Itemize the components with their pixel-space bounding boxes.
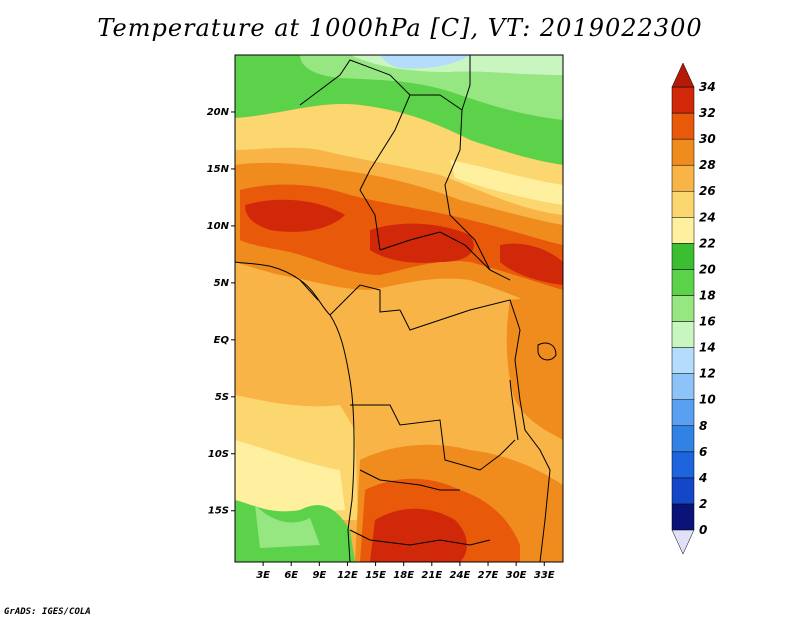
south-core — [370, 508, 467, 562]
hot-core-east — [500, 243, 563, 285]
y-tick-label: 15N — [207, 164, 230, 175]
colorbar-segment — [671, 243, 695, 270]
y-tick-label: 5N — [214, 278, 230, 289]
colorbar-segment — [671, 269, 695, 296]
colorbar-segment — [671, 217, 695, 244]
y-tick-label: EQ — [214, 335, 230, 346]
x-tick-label: 9E — [312, 570, 326, 581]
cameroon-border — [329, 284, 401, 316]
x-tick-label: 15E — [365, 570, 386, 581]
colorbar-segment — [671, 295, 695, 322]
x-tick-label: 3E — [256, 570, 270, 581]
y-tick-label: 10N — [207, 221, 230, 232]
borders — [235, 55, 557, 562]
namibia-border — [349, 529, 491, 546]
chart-title: Temperature at 1000hPa [C], VT: 20190223… — [97, 14, 703, 42]
colorbar-label: 24 — [699, 210, 716, 224]
colorbar-label: 18 — [699, 288, 716, 302]
drc-south — [350, 404, 516, 471]
colorbar-label: 26 — [699, 184, 716, 198]
colorbar-label: 22 — [699, 236, 716, 250]
colorbar-label: 8 — [699, 419, 707, 433]
x-tick-label: 21E — [421, 570, 442, 581]
colorbar-segment — [671, 112, 695, 140]
colorbar-label: 28 — [699, 158, 716, 172]
colorbar-label: 2 — [699, 497, 707, 511]
colorbar-label: 34 — [699, 80, 716, 94]
colorbar-segment — [671, 477, 695, 505]
congo-border — [399, 299, 521, 361]
x-tick-label: 24E — [450, 570, 471, 581]
sahel-yellow — [235, 103, 563, 215]
x-tick-label: 18E — [393, 570, 414, 581]
colorbar-label: 30 — [699, 132, 716, 146]
north-blue-patch — [380, 55, 470, 69]
x-tick-label: 6E — [284, 570, 298, 581]
colorbar-segment — [671, 86, 695, 114]
colorbar-min-arrow — [671, 529, 695, 555]
colorbar-label: 16 — [699, 315, 716, 329]
hot-core-center — [370, 223, 474, 263]
y-tick-label: 10S — [208, 449, 229, 460]
credit-text: GrADS: IGES/COLA — [4, 607, 91, 617]
x-tick-label: 30E — [506, 570, 527, 581]
colorbar-label: 10 — [699, 393, 716, 407]
x-tick-label: 33E — [534, 570, 555, 581]
y-axis: 20N 15N 10N 5N EQ 5S 10S 15S — [207, 107, 235, 517]
y-tick-label: 15S — [208, 506, 229, 517]
colorbar-label: 6 — [699, 445, 707, 459]
angola-border — [359, 469, 460, 491]
colorbar-label: 4 — [698, 471, 707, 485]
colorbar-segment — [671, 373, 695, 400]
east-border — [514, 359, 551, 562]
colorbar-segment — [671, 399, 695, 427]
x-tick-label: 27E — [478, 570, 499, 581]
colorbar-label: 32 — [699, 106, 716, 120]
colorbar-segment — [671, 503, 695, 531]
colorbar-label: 0 — [699, 523, 707, 537]
colorbar-label: 14 — [699, 341, 716, 355]
x-tick-label: 12E — [337, 570, 358, 581]
congo-basin — [397, 294, 506, 414]
sahel-pale — [450, 160, 563, 205]
sw-ocean-lightgreen — [255, 505, 320, 548]
colorbar-segment — [671, 164, 695, 192]
colorbar-label: 20 — [699, 262, 716, 276]
colorbar-segment — [671, 190, 695, 218]
colorbar-segment — [671, 321, 695, 348]
temperature-field — [235, 55, 563, 562]
chad-border — [359, 94, 411, 251]
colorbar-segment — [671, 425, 695, 453]
hot-core-west — [245, 199, 345, 232]
lake-victoria — [537, 342, 557, 361]
gulf-of-guinea-notch — [299, 279, 319, 301]
y-tick-label: 20N — [207, 107, 230, 118]
colorbar-segment — [671, 347, 695, 374]
lake-tanganyika — [509, 379, 519, 441]
car-border — [379, 231, 491, 271]
x-axis: 3E 6E 9E 12E 15E 18E 21E 24E 27E 30E 33E — [256, 562, 555, 581]
plot-frame — [234, 54, 564, 563]
colorbar-segment — [671, 138, 695, 166]
sw-ocean-pale — [235, 440, 345, 515]
west-coastline — [235, 261, 355, 562]
y-tick-label: 5S — [215, 392, 229, 403]
colorbar-max-arrow — [671, 62, 695, 88]
colorbar-segment — [671, 451, 695, 479]
colorbar-label: 12 — [699, 367, 716, 381]
